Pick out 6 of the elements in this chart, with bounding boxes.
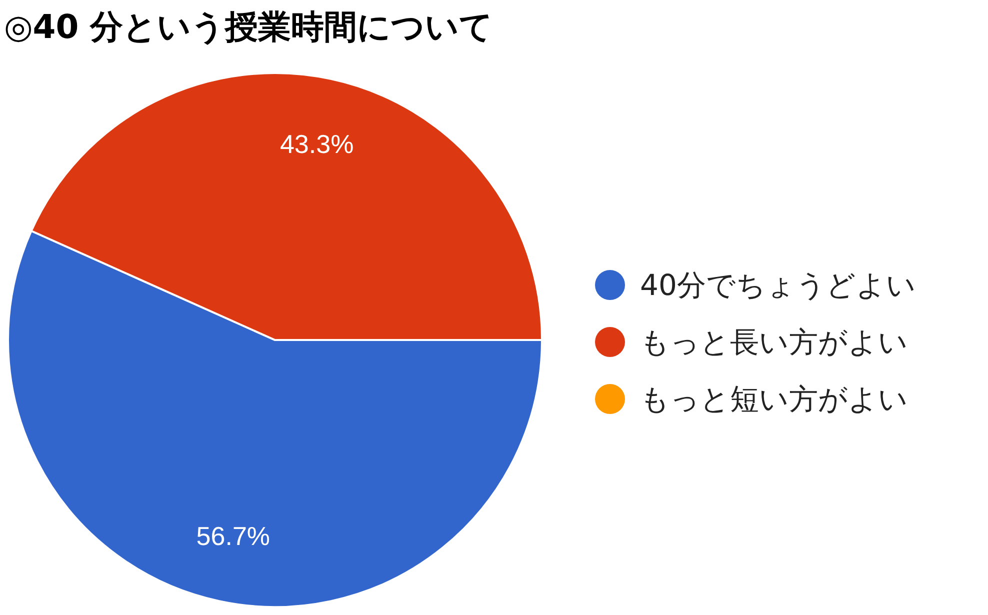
- data-label: 43.3%: [280, 129, 354, 160]
- legend-label: 40分でちょうどよい: [640, 268, 916, 302]
- chart-title: ◎40 分という授業時間について: [4, 7, 494, 46]
- data-label: 56.7%: [196, 520, 270, 551]
- legend-label: もっと短い方がよい: [640, 382, 908, 416]
- legend-label: もっと長い方がよい: [640, 325, 908, 359]
